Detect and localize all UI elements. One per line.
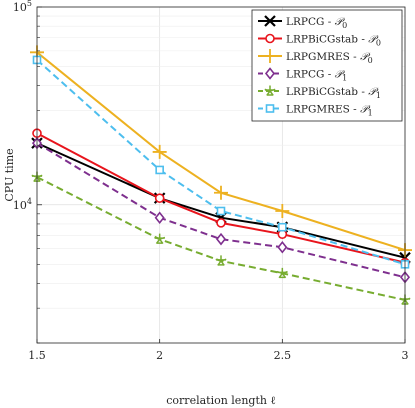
- legend-calligraphic-p: 𝒫: [335, 69, 346, 81]
- star-marker: [276, 267, 288, 279]
- legend-label: LRPGMRES - 𝒫0: [286, 51, 373, 65]
- y-tick-label: 105: [13, 0, 32, 14]
- plus-marker: [263, 49, 277, 63]
- legend-subscript: 0: [376, 39, 381, 48]
- y-tick-base: 10: [13, 1, 27, 14]
- star-marker: [154, 233, 166, 245]
- legend-entry: LRPCG - 𝒫0: [258, 15, 347, 30]
- y-tick-label: 104: [13, 197, 32, 212]
- legend-calligraphic-p: 𝒫: [360, 104, 371, 116]
- legend-label: LRPBiCGstab - 𝒫0: [286, 34, 381, 48]
- circle-marker: [265, 33, 275, 44]
- legend-label: LRPCG - 𝒫1: [286, 69, 347, 83]
- square-marker: [216, 206, 226, 216]
- legend-subscript: 0: [368, 56, 373, 65]
- legend-entry: LRPGMRES - 𝒫0: [258, 49, 373, 65]
- square-marker: [265, 104, 275, 113]
- y-tick-base: 10: [13, 199, 27, 212]
- legend-calligraphic-p: 𝒫: [368, 34, 379, 46]
- square-marker: [278, 222, 287, 232]
- legend-calligraphic-p: 𝒫: [368, 86, 379, 98]
- legend-label: LRPCG - 𝒫0: [286, 16, 347, 30]
- diamond-marker: [154, 211, 165, 225]
- legend-subscript: 1: [368, 109, 373, 118]
- circle-marker: [154, 193, 165, 203]
- circle-marker: [216, 218, 226, 228]
- x-tick-label: 2: [156, 349, 163, 362]
- legend-calligraphic-p: 𝒫: [335, 16, 346, 28]
- square-marker: [155, 165, 164, 175]
- legend-name: LRPCG -: [286, 69, 335, 81]
- legend-name: LRPGMRES -: [286, 51, 360, 63]
- x-tick-label: 3: [402, 349, 409, 362]
- legend-name: LRPGMRES -: [286, 104, 360, 116]
- plus-marker: [152, 144, 167, 159]
- legend-entry: LRPCG - 𝒫1: [258, 67, 347, 83]
- plus-marker: [275, 204, 290, 218]
- legend-box: [251, 9, 403, 122]
- plus-marker: [214, 185, 228, 200]
- y-axis-label: CPU time: [3, 148, 16, 201]
- legend-name: LRPBiCGstab -: [286, 34, 368, 46]
- plot-series: [30, 45, 412, 305]
- legend-calligraphic-p: 𝒫: [360, 51, 371, 63]
- x-axis-label: correlation length ℓ: [166, 394, 275, 407]
- legend-name: LRPBiCGstab -: [286, 86, 368, 98]
- x-tick-label: 2.5: [274, 349, 292, 362]
- y-tick-exponent: 4: [27, 197, 32, 206]
- diamond-marker: [215, 232, 227, 246]
- series-line: [36, 142, 406, 279]
- legend-subscript: 1: [376, 91, 381, 100]
- legend-subscript: 1: [342, 74, 347, 83]
- legend-label: LRPGMRES - 𝒫1: [286, 104, 373, 118]
- legend-entry: LRPBiCGstab - 𝒫1: [258, 85, 381, 100]
- legend-entry: LRPGMRES - 𝒫1: [258, 104, 373, 118]
- diamond-marker: [277, 240, 288, 254]
- x-marker: [264, 15, 276, 27]
- legend-entry: LRPBiCGstab - 𝒫0: [258, 34, 381, 48]
- y-tick-exponent: 5: [27, 0, 32, 8]
- star-marker: [215, 255, 227, 266]
- legend-label: LRPBiCGstab - 𝒫1: [286, 86, 381, 100]
- legend-subscript: 0: [342, 21, 347, 30]
- diamond-marker: [264, 67, 276, 80]
- x-tick-label: 1.5: [28, 349, 46, 362]
- series-line: [36, 59, 406, 266]
- plot-frame: [36, 6, 406, 344]
- legend-name: LRPCG -: [286, 16, 335, 28]
- star-marker: [264, 85, 276, 96]
